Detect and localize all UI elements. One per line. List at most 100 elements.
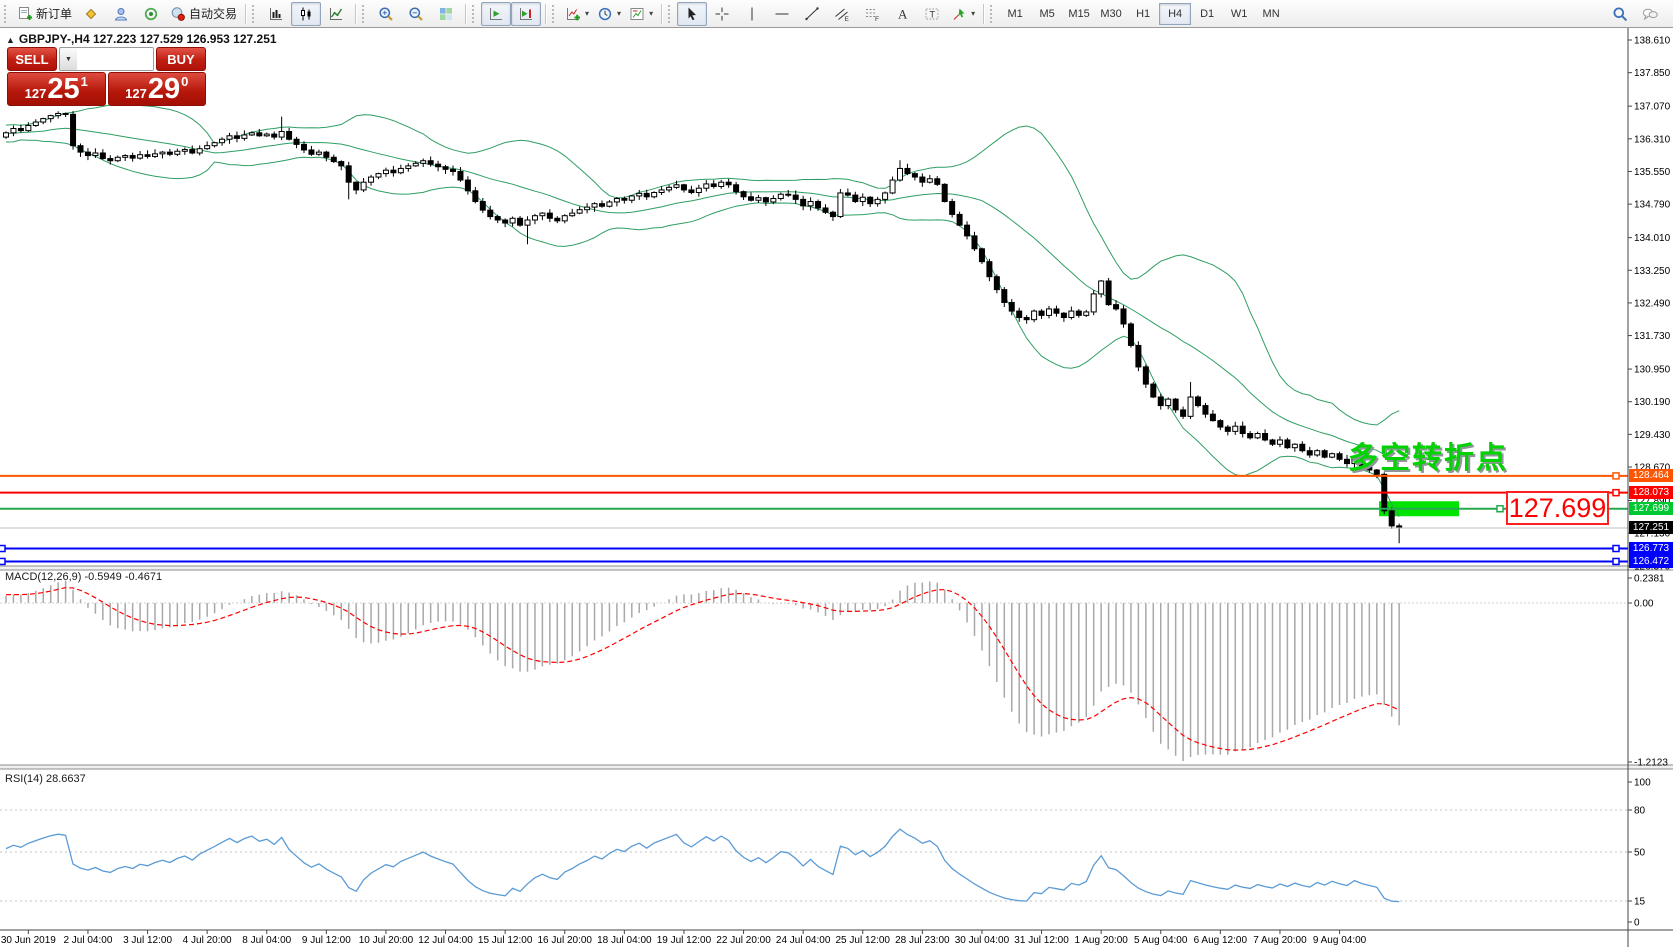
auto-trading-button[interactable]: 自动交易 — [166, 2, 241, 26]
price-tick: 132.490 — [1634, 298, 1671, 309]
price-tick: 134.790 — [1634, 200, 1671, 211]
auto-scroll-button[interactable] — [481, 1, 512, 26]
text-tool-button[interactable]: A — [887, 2, 917, 26]
profile-button[interactable] — [106, 2, 136, 26]
line-chart-button[interactable] — [321, 2, 351, 26]
svg-text:F: F — [875, 16, 879, 22]
market-watch-button[interactable] — [76, 2, 106, 26]
time-tick: 18 Jul 04:00 — [597, 935, 652, 946]
time-tick: 8 Jul 04:00 — [242, 935, 291, 946]
vertical-line-tool-button[interactable] — [737, 2, 767, 26]
volume-decrease-button[interactable]: ▼ — [60, 48, 77, 70]
arrows-tool-button[interactable]: ▾ — [947, 2, 979, 26]
time-tick: 3 Jul 12:00 — [123, 935, 172, 946]
cursor-tool-button[interactable] — [677, 1, 708, 26]
signals-button[interactable] — [136, 2, 166, 26]
fibonacci-tool-button[interactable]: F — [857, 2, 887, 26]
timeframe-mn-button[interactable]: MN — [1262, 7, 1280, 20]
toolbar-grip — [4, 4, 10, 23]
channel-tool-button[interactable]: E — [827, 2, 857, 26]
horizontal-line-tool-button[interactable] — [767, 2, 797, 26]
indicators-button[interactable]: ▾ — [561, 2, 593, 26]
rsi-scale-tick: 0 — [1634, 918, 1640, 929]
buy-button[interactable]: BUY — [156, 47, 206, 71]
tile-windows-button[interactable] — [431, 2, 461, 26]
price-marker-chip: 126.472 — [1629, 554, 1673, 568]
bar-open: 127.223 — [92, 32, 137, 46]
timeframe-m1-button[interactable]: M1 — [1007, 7, 1023, 20]
dropdown-arrow-icon[interactable]: ▾ — [617, 9, 622, 18]
toolbar-grip — [472, 4, 478, 23]
zoom-in-button[interactable] — [371, 2, 401, 26]
chart-canvas[interactable]: 138.610 137.850 137.070 136.310 135.550 134.7… — [0, 28, 1673, 947]
timeframe-d1-button[interactable]: D1 — [1200, 7, 1215, 20]
timeframe-w1-button[interactable]: W1 — [1230, 7, 1248, 20]
timeframe-h4-button[interactable]: H4 — [1159, 2, 1192, 25]
toolbar-grip — [552, 4, 558, 23]
search-button[interactable] — [1605, 2, 1635, 26]
toolbar-separator — [661, 3, 663, 24]
shift-icon — [518, 6, 534, 22]
timeframe-m5-button[interactable]: M5 — [1039, 7, 1055, 20]
dropdown-arrow-icon[interactable]: ▾ — [649, 9, 654, 18]
community-button[interactable] — [1635, 2, 1665, 26]
bar-close: 127.251 — [233, 32, 277, 46]
buy-price-pip: 0 — [181, 74, 189, 89]
buy-price-button[interactable]: 127 29 0 — [107, 72, 206, 106]
candlestick-chart-button[interactable] — [291, 1, 322, 26]
time-tick: 30 Jul 04:00 — [955, 935, 1010, 946]
timeframe-m15-button[interactable]: M15 — [1068, 7, 1090, 20]
sell-price-button[interactable]: 127 25 1 — [7, 72, 106, 106]
sell-button[interactable]: SELL — [7, 47, 57, 71]
price-tick: 129.430 — [1634, 430, 1671, 441]
price-tick: 127.890 — [1634, 496, 1671, 507]
time-tick: 6 Aug 12:00 — [1194, 935, 1248, 946]
template-icon — [629, 6, 645, 22]
scroll-icon — [488, 6, 504, 22]
chart-line-icon — [328, 6, 344, 22]
timeframe-h1-button[interactable]: H1 — [1136, 7, 1151, 20]
price-tick: 134.010 — [1634, 233, 1671, 244]
time-tick: 22 Jul 20:00 — [716, 935, 771, 946]
level-price-callout[interactable]: 127.699 — [1506, 491, 1609, 525]
rsi-scale-tick: 15 — [1634, 897, 1646, 908]
toolbar-separator — [545, 3, 547, 24]
time-tick: 9 Aug 04:00 — [1313, 935, 1367, 946]
templates-button[interactable]: ▾ — [625, 2, 657, 26]
rsi-label: RSI(14) 28.6637 — [5, 773, 86, 785]
svg-text:T: T — [930, 9, 936, 19]
time-tick: 10 Jul 20:00 — [359, 935, 414, 946]
dropdown-arrow-icon[interactable]: ▾ — [585, 9, 590, 18]
fibo-icon: F — [864, 6, 880, 22]
tline-icon — [804, 6, 820, 22]
chart-shift-button[interactable] — [511, 1, 542, 26]
timeframe-m30-button[interactable]: M30 — [1100, 7, 1122, 20]
collapse-panel-icon[interactable]: ▲ — [6, 35, 15, 45]
zoom-out-button[interactable] — [401, 2, 431, 26]
buy-price-prefix: 127 — [125, 86, 147, 101]
time-tick: 1 Aug 20:00 — [1074, 935, 1128, 946]
svg-text:E: E — [845, 16, 850, 22]
textT-icon: T — [924, 6, 940, 22]
price-tick: 133.250 — [1634, 266, 1671, 277]
crosshair-tool-button[interactable] — [707, 2, 737, 26]
price-tick: 130.190 — [1634, 397, 1671, 408]
bar-chart-button[interactable] — [261, 2, 291, 26]
time-tick: 16 Jul 20:00 — [538, 935, 593, 946]
price-marker-chip: 126.773 — [1629, 542, 1673, 556]
time-tick: 9 Jul 12:00 — [302, 935, 351, 946]
volume-input[interactable] — [77, 48, 153, 70]
time-tick: 15 Jul 12:00 — [478, 935, 533, 946]
zoom-in-icon — [378, 6, 394, 22]
periods-button[interactable]: ▾ — [593, 2, 625, 26]
trendline-tool-button[interactable] — [797, 2, 827, 26]
time-tick: 2 Jul 04:00 — [63, 935, 112, 946]
price-tick: 130.950 — [1634, 365, 1671, 376]
auto-trading-button-label: 自动交易 — [189, 7, 238, 21]
dropdown-arrow-icon[interactable]: ▾ — [971, 9, 976, 18]
arrows-icon — [951, 6, 967, 22]
new-order-button[interactable]: 新订单 — [13, 2, 76, 26]
text-label-tool-button[interactable]: T — [917, 2, 947, 26]
toolbar-separator — [983, 3, 985, 24]
